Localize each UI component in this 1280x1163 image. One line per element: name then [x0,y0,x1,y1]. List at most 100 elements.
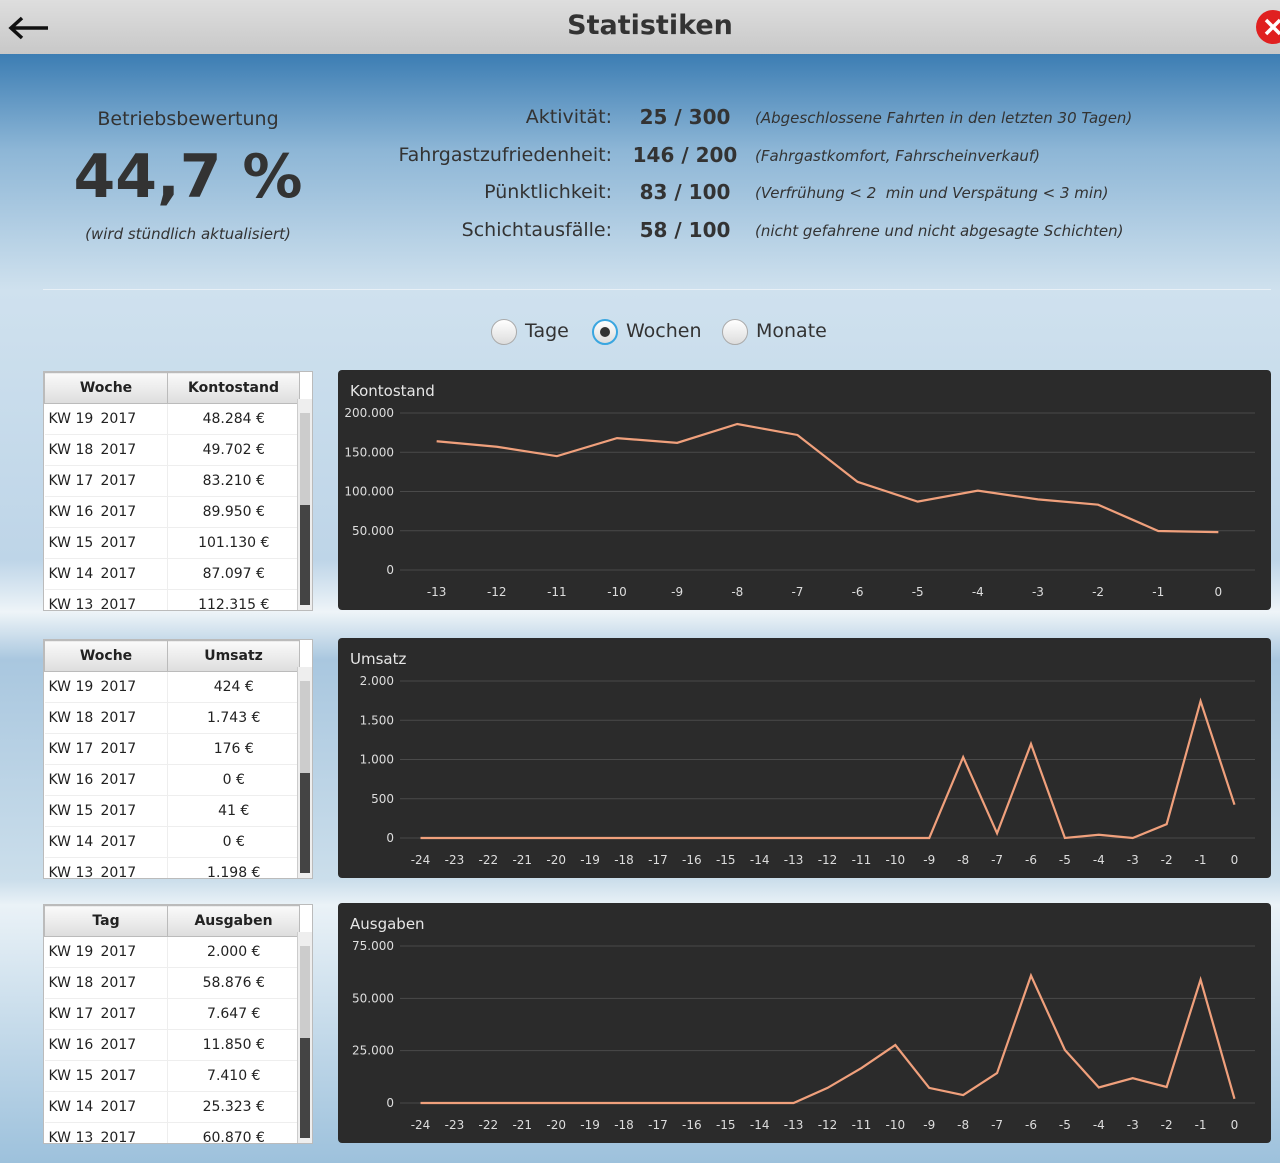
close-button[interactable] [1254,10,1280,44]
amount-cell: 48.284 € [167,403,300,435]
column-header: Woche [44,372,168,404]
metric-note: (nicht gefahrene und nicht abgesagte Sch… [755,221,1124,240]
amount-cell: 58.876 € [167,967,300,999]
table-row[interactable]: KW 13 2017 60.870 € [44,1122,300,1144]
week: KW 16 [48,772,94,788]
scrollbar[interactable] [297,667,312,878]
x-tick-label: -9 [923,1118,935,1132]
scroll-track [300,1038,310,1138]
x-tick-label: -22 [479,853,499,867]
x-tick-label: -13 [784,1118,804,1132]
amount-cell: 60.870 € [167,1122,300,1143]
table-row[interactable]: KW 13 2017 112.315 € [44,589,300,611]
radio-label[interactable]: Tage [525,320,569,342]
week-cell: KW 19 2017 [44,403,168,435]
scrollbar[interactable] [297,932,312,1143]
top-bar [0,0,1280,54]
x-tick-label: 0 [1215,585,1223,599]
radio-button[interactable] [592,319,618,345]
y-tick-label: 1.500 [360,713,394,727]
week-cell: KW 14 2017 [44,826,168,858]
year: 2017 [100,834,137,850]
year: 2017 [100,865,137,879]
year: 2017 [100,566,137,582]
x-tick-label: -5 [912,585,924,599]
table-row[interactable]: KW 17 2017 83.210 € [44,465,300,497]
y-tick-label: 50.000 [352,524,394,538]
table-row[interactable]: KW 14 2017 87.097 € [44,558,300,590]
scrollbar[interactable] [297,399,312,610]
year: 2017 [100,741,137,757]
table-row[interactable]: KW 14 2017 0 € [44,826,300,858]
table-row[interactable]: KW 19 2017 424 € [44,671,300,703]
week-cell: KW 15 2017 [44,527,168,559]
metric-label: Aktivität: [525,106,612,128]
table-row[interactable]: KW 17 2017 7.647 € [44,998,300,1030]
table-row[interactable]: KW 17 2017 176 € [44,733,300,765]
x-tick-label: -19 [580,853,600,867]
x-tick-label: -20 [546,1118,566,1132]
table-row[interactable]: KW 18 2017 49.702 € [44,434,300,466]
x-tick-label: -21 [512,1118,532,1132]
x-tick-label: -18 [614,1118,634,1132]
y-tick-label: 2.000 [360,674,394,688]
radio-button[interactable] [722,319,748,345]
x-tick-label: -3 [1032,585,1044,599]
x-tick-label: -4 [1093,853,1105,867]
table-row[interactable]: KW 15 2017 7.410 € [44,1060,300,1092]
table-row[interactable]: KW 18 2017 1.743 € [44,702,300,734]
table-row[interactable]: KW 16 2017 89.950 € [44,496,300,528]
x-tick-label: -15 [716,1118,736,1132]
year: 2017 [100,710,137,726]
x-tick-label: -8 [957,853,969,867]
scroll-track [300,505,310,605]
metric-note: (Fahrgastkomfort, Fahrscheinverkauf) [755,146,1041,165]
radio-label[interactable]: Monate [756,320,827,342]
chart-background [338,638,1271,878]
x-tick-label: -16 [682,1118,702,1132]
x-tick-label: -6 [852,585,864,599]
table-row[interactable]: KW 18 2017 58.876 € [44,967,300,999]
x-tick-label: -17 [648,853,668,867]
radio-button[interactable] [491,319,517,345]
week: KW 13 [48,597,94,611]
amount-cell: 101.130 € [167,527,300,559]
week: KW 13 [48,1130,94,1144]
table-row[interactable]: KW 15 2017 41 € [44,795,300,827]
table-row[interactable]: KW 16 2017 0 € [44,764,300,796]
week: KW 14 [48,1099,94,1115]
table-row[interactable]: KW 13 2017 1.198 € [44,857,300,879]
amount-cell: 7.410 € [167,1060,300,1092]
week: KW 16 [48,1037,94,1053]
column-header: Ausgaben [167,905,300,937]
x-tick-label: -16 [682,853,702,867]
x-tick-label: -13 [427,585,447,599]
x-tick-label: -10 [886,853,906,867]
week: KW 18 [48,442,94,458]
x-tick-label: -5 [1059,853,1071,867]
radio-label[interactable]: Wochen [626,320,702,342]
x-tick-label: -18 [614,853,634,867]
x-tick-label: -17 [648,1118,668,1132]
x-tick-label: -2 [1092,585,1104,599]
x-tick-label: -8 [957,1118,969,1132]
week-cell: KW 17 2017 [44,998,168,1030]
week: KW 14 [48,834,94,850]
table-row[interactable]: KW 16 2017 11.850 € [44,1029,300,1061]
amount-cell: 2.000 € [167,936,300,968]
x-tick-label: -4 [972,585,984,599]
table-row[interactable]: KW 14 2017 25.323 € [44,1091,300,1123]
table-row[interactable]: KW 19 2017 48.284 € [44,403,300,435]
back-button[interactable] [6,14,50,42]
table-row[interactable]: KW 15 2017 101.130 € [44,527,300,559]
metric-note: (Abgeschlossene Fahrten in den letzten 3… [755,109,1133,127]
week-cell: KW 18 2017 [44,967,168,999]
y-tick-label: 100.000 [344,485,394,499]
x-tick-label: -11 [547,585,567,599]
x-tick-label: -15 [716,853,736,867]
week: KW 18 [48,975,94,991]
x-tick-label: -21 [512,853,532,867]
table-row[interactable]: KW 19 2017 2.000 € [44,936,300,968]
week-cell: KW 13 2017 [44,1122,168,1144]
